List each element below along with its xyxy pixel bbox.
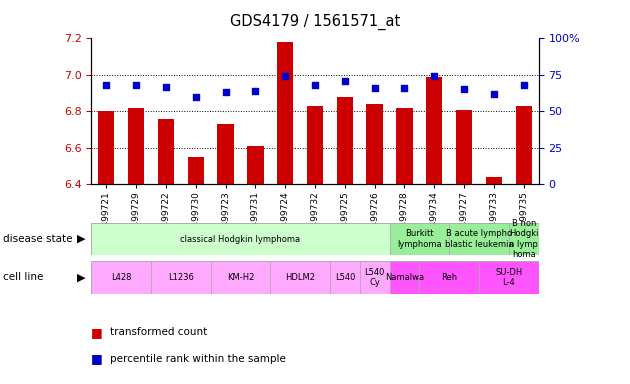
Point [399, 85, 410, 91]
Bar [456, 109, 472, 184]
Text: B acute lympho
blastic leukemia: B acute lympho blastic leukemia [445, 229, 513, 249]
Bar [336, 97, 353, 184]
Text: L540
Cy: L540 Cy [364, 268, 385, 287]
Bar [270, 261, 330, 294]
Text: HDLM2: HDLM2 [285, 273, 315, 282]
Point [131, 82, 141, 88]
Bar [128, 108, 144, 184]
Bar [217, 124, 234, 184]
Point [250, 88, 260, 94]
Point [310, 82, 320, 88]
Bar [509, 223, 539, 255]
Text: percentile rank within the sample: percentile rank within the sample [110, 354, 286, 364]
Bar [389, 261, 420, 294]
Point [220, 89, 231, 96]
Text: ▶: ▶ [77, 272, 85, 283]
Bar [91, 261, 151, 294]
Point [370, 85, 380, 91]
Bar [247, 146, 263, 184]
Bar [389, 223, 449, 255]
Text: L540: L540 [335, 273, 355, 282]
Point [101, 82, 112, 88]
Text: ■: ■ [91, 353, 103, 366]
Point [489, 91, 499, 97]
Text: KM-H2: KM-H2 [227, 273, 254, 282]
Text: Burkitt
lymphoma: Burkitt lymphoma [397, 229, 442, 249]
Bar [449, 223, 509, 255]
Text: L1236: L1236 [168, 273, 194, 282]
Text: ■: ■ [91, 326, 103, 339]
Bar [330, 261, 360, 294]
Bar [91, 223, 389, 255]
Text: GDS4179 / 1561571_at: GDS4179 / 1561571_at [230, 13, 400, 30]
Bar [479, 261, 539, 294]
Bar [277, 42, 294, 184]
Bar [420, 261, 479, 294]
Point [161, 83, 171, 89]
Point [459, 86, 469, 93]
Bar [151, 261, 210, 294]
Bar [360, 261, 389, 294]
Point [280, 73, 290, 79]
Bar [367, 104, 383, 184]
Text: B non
Hodgki
n lymp
homa: B non Hodgki n lymp homa [509, 219, 539, 259]
Bar [426, 77, 442, 184]
Point [340, 78, 350, 84]
Bar [210, 261, 270, 294]
Bar [98, 111, 115, 184]
Point [518, 82, 529, 88]
Text: L428: L428 [111, 273, 132, 282]
Text: disease state: disease state [3, 234, 72, 244]
Text: Namalwa: Namalwa [385, 273, 424, 282]
Bar [396, 108, 413, 184]
Text: Reh: Reh [441, 273, 457, 282]
Text: transformed count: transformed count [110, 327, 207, 337]
Bar [515, 106, 532, 184]
Point [429, 73, 439, 79]
Bar [307, 106, 323, 184]
Text: cell line: cell line [3, 272, 43, 283]
Text: SU-DH
L-4: SU-DH L-4 [495, 268, 522, 287]
Text: ▶: ▶ [77, 234, 85, 244]
Text: classical Hodgkin lymphoma: classical Hodgkin lymphoma [180, 235, 301, 243]
Bar [188, 157, 204, 184]
Point [191, 94, 201, 100]
Bar [158, 119, 174, 184]
Bar [486, 177, 502, 184]
